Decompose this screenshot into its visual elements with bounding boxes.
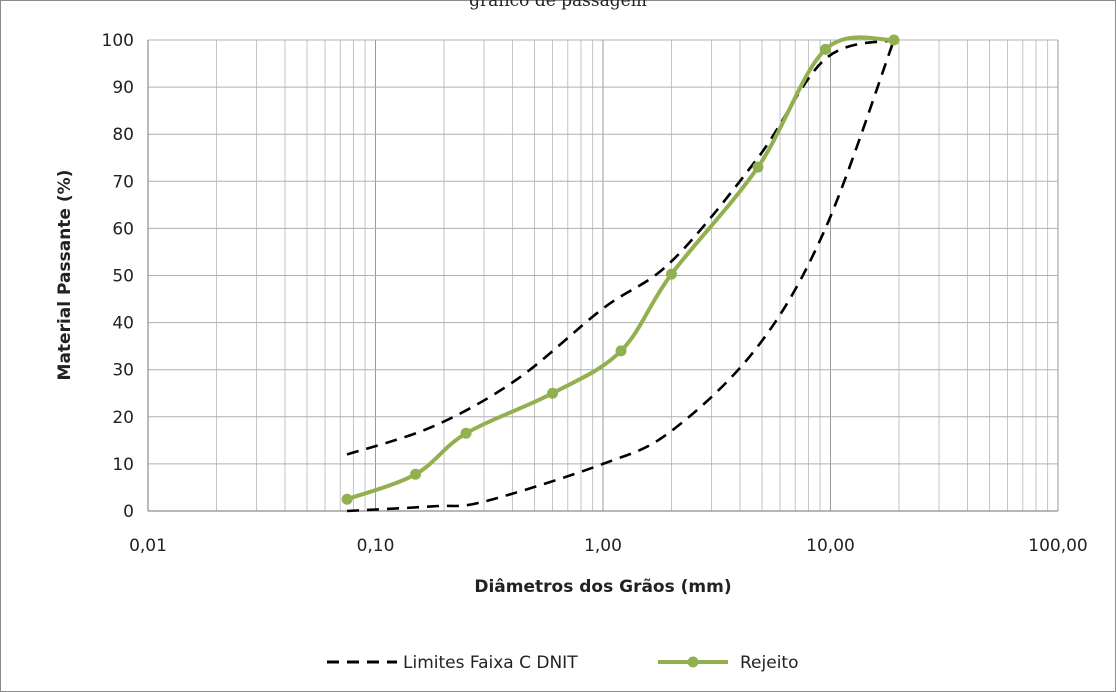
y-axis-title: Material Passante (%) <box>55 170 75 381</box>
dnit-lower-limit-line <box>347 39 896 513</box>
y-tick-label: 10 <box>112 455 134 475</box>
rejeito-point <box>819 43 831 55</box>
y-tick-label: 40 <box>112 314 134 334</box>
rejeito-line <box>346 35 895 502</box>
rejeito-point <box>460 427 472 439</box>
rejeito-point <box>410 468 422 480</box>
x-tick-label: 10,00 <box>806 536 855 556</box>
x-tick-label: 1,00 <box>584 536 622 556</box>
y-tick-label: 100 <box>102 31 134 51</box>
dnit-upper-limit-line <box>346 38 895 456</box>
y-tick-label: 90 <box>112 78 134 98</box>
legend-rejeito-label: Rejeito <box>740 653 798 673</box>
x-tick-label: 0,01 <box>129 536 167 556</box>
rejeito-point <box>665 268 677 280</box>
y-tick-label: 20 <box>112 408 134 428</box>
legend-rejeito-marker <box>687 656 699 668</box>
series-lines <box>341 34 900 513</box>
legend-dnit-label: Limites Faixa C DNIT <box>403 653 578 673</box>
x-axis-title: Diâmetros dos Grãos (mm) <box>474 577 731 597</box>
x-tick-label: 100,00 <box>1028 536 1087 556</box>
y-tick-label: 0 <box>123 502 134 522</box>
legend: Limites Faixa C DNIT Rejeito <box>327 653 798 673</box>
rejeito-point <box>888 34 900 46</box>
y-tick-label: 50 <box>112 267 134 287</box>
y-tick-label: 60 <box>112 219 134 239</box>
rejeito-point <box>752 161 764 173</box>
tick-labels: 0 10 20 30 40 50 60 70 80 90 100 0,01 0,10 1,00 10,00 1… <box>102 31 1088 556</box>
rejeito-point <box>341 493 353 505</box>
y-tick-label: 70 <box>112 172 134 192</box>
y-tick-label: 80 <box>112 125 134 145</box>
chart-top-caption: gráfico de passagem <box>469 0 647 11</box>
rejeito-point <box>615 345 627 357</box>
rejeito-point <box>547 387 559 399</box>
grid <box>147 39 1059 512</box>
x-tick-label: 0,10 <box>357 536 395 556</box>
y-tick-label: 30 <box>112 361 134 381</box>
axes <box>147 40 1058 512</box>
